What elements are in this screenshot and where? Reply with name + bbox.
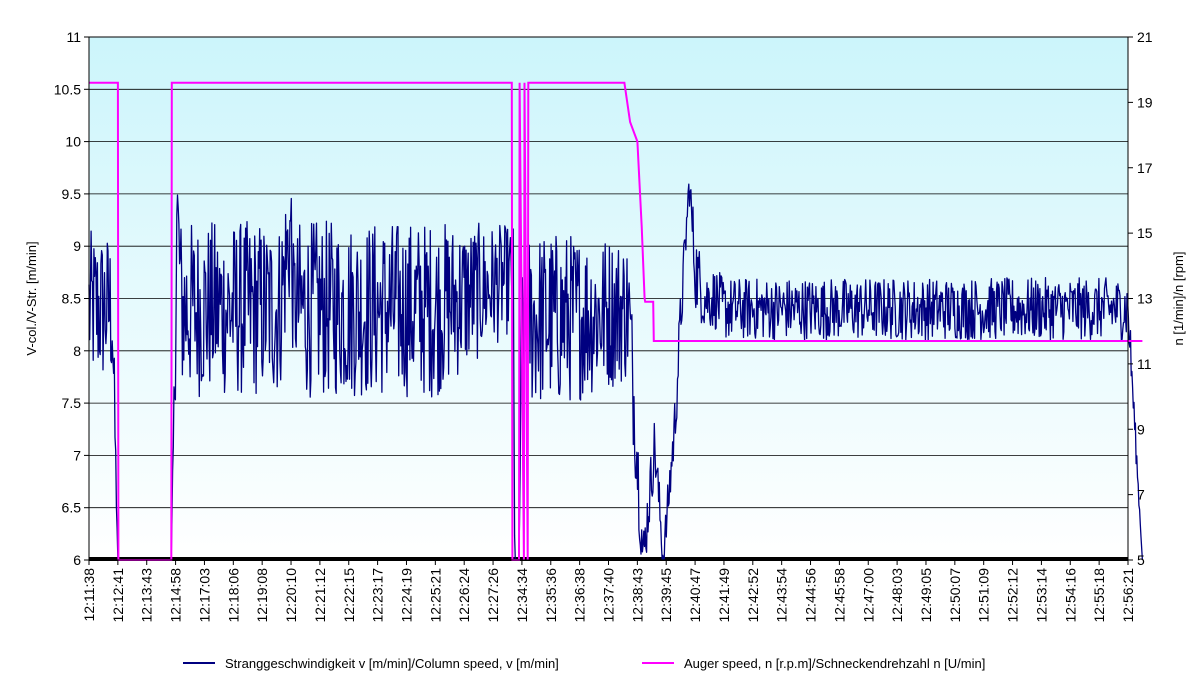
x-tick-label-10: 12:23:17 (370, 568, 386, 623)
x-tick-label-32: 12:52:12 (1005, 568, 1021, 623)
x-tick-label-13: 12:26:24 (456, 568, 472, 623)
x-tick-label-22: 12:41:49 (716, 568, 732, 623)
y2-tick-label-2: 9 (1137, 421, 1145, 437)
y-axis-right: 5 7 9 11 13 15 17 19 21 (1128, 29, 1153, 568)
y2-tick-label-4: 13 (1137, 291, 1153, 307)
x-tick-label-19: 12:38:43 (629, 568, 645, 623)
x-tick-label-26: 12:45:58 (831, 568, 847, 623)
y2-tick-label-8: 21 (1137, 29, 1153, 45)
y-axis-title: V-col./V-Str. [m/min] (24, 241, 39, 355)
x-tick-label-29: 12:49:05 (918, 568, 934, 623)
y-tick-label-6: 9 (73, 238, 81, 254)
y-axis-left: 6 6.5 7 7.5 8 8.5 9 9.5 10 10.5 11 (54, 29, 89, 568)
y2-tick-label-1: 7 (1137, 487, 1145, 503)
y-tick-label-10: 11 (66, 29, 81, 45)
x-axis: 12:11:38 12:12:41 12:13:43 12:14:58 12:17:03… (81, 560, 1136, 623)
y-tick-label-9: 10.5 (54, 81, 81, 97)
y2-axis-title: n [1/min]/n [rpm] (1171, 252, 1186, 346)
x-tick-label-20: 12:39:45 (658, 568, 674, 623)
y-tick-label-3: 7.5 (62, 395, 82, 411)
x-tick-label-4: 12:17:03 (196, 568, 212, 623)
x-tick-label-7: 12:20:10 (283, 568, 299, 623)
x-tick-label-2: 12:13:43 (139, 568, 155, 623)
x-tick-label-34: 12:54:16 (1062, 568, 1078, 623)
x-tick-label-5: 12:18:06 (225, 568, 241, 623)
x-tick-label-23: 12:42:52 (745, 568, 761, 623)
y-tick-label-8: 10 (65, 134, 81, 150)
x-tick-label-15: 12:34:34 (514, 568, 530, 623)
x-tick-label-16: 12:35:36 (543, 568, 559, 623)
x-tick-label-14: 12:27:26 (485, 568, 501, 623)
x-tick-label-27: 12:47:00 (860, 568, 876, 623)
x-tick-label-28: 12:48:03 (889, 568, 905, 623)
x-tick-label-30: 12:50:07 (947, 568, 963, 623)
series-auger-speed (89, 81, 1143, 561)
x-tick-label-21: 12:40:47 (687, 568, 703, 623)
series-column-speed (88, 183, 1144, 561)
x-tick-label-0: 12:11:38 (81, 568, 97, 622)
y-tick-label-7: 9.5 (62, 186, 82, 202)
x-tick-label-25: 12:44:56 (803, 568, 819, 623)
x-tick-label-3: 12:14:58 (168, 568, 184, 623)
x-tick-label-8: 12:21:12 (312, 568, 328, 623)
y-tick-label-1: 6.5 (62, 500, 82, 516)
x-tick-label-18: 12:37:40 (601, 568, 617, 623)
legend-label-column-speed: Stranggeschwindigkeit v [m/min]/Column s… (225, 656, 559, 671)
y-tick-label-2: 7 (73, 447, 81, 463)
y2-tick-label-5: 15 (1137, 225, 1153, 241)
x-tick-label-11: 12:24:19 (398, 568, 414, 623)
x-tick-label-33: 12:53:14 (1033, 568, 1049, 623)
legend-label-auger-speed: Auger speed, n [r.p.m]/Schneckendrehzahl… (684, 656, 985, 671)
x-tick-label-9: 12:22:15 (341, 568, 357, 623)
y2-tick-label-3: 11 (1137, 356, 1152, 372)
x-tick-label-17: 12:36:38 (572, 568, 588, 623)
legend: Stranggeschwindigkeit v [m/min]/Column s… (183, 656, 985, 671)
x-tick-label-12: 12:25:21 (427, 568, 443, 623)
y2-tick-label-6: 17 (1137, 160, 1153, 176)
x-tick-label-36: 12:56:21 (1120, 568, 1136, 623)
series-layer (88, 81, 1144, 561)
y-tick-label-0: 6 (73, 552, 81, 568)
x-tick-label-24: 12:43:54 (774, 568, 790, 623)
x-tick-label-6: 12:19:08 (254, 568, 270, 623)
x-tick-label-31: 12:51:09 (976, 568, 992, 623)
x-tick-label-1: 12:12:41 (110, 568, 126, 623)
y-tick-label-4: 8 (73, 343, 81, 359)
y-tick-label-5: 8.5 (62, 291, 82, 307)
y2-tick-label-7: 19 (1137, 94, 1153, 110)
x-tick-label-35: 12:55:18 (1091, 568, 1107, 623)
y2-tick-label-0: 5 (1137, 552, 1145, 568)
